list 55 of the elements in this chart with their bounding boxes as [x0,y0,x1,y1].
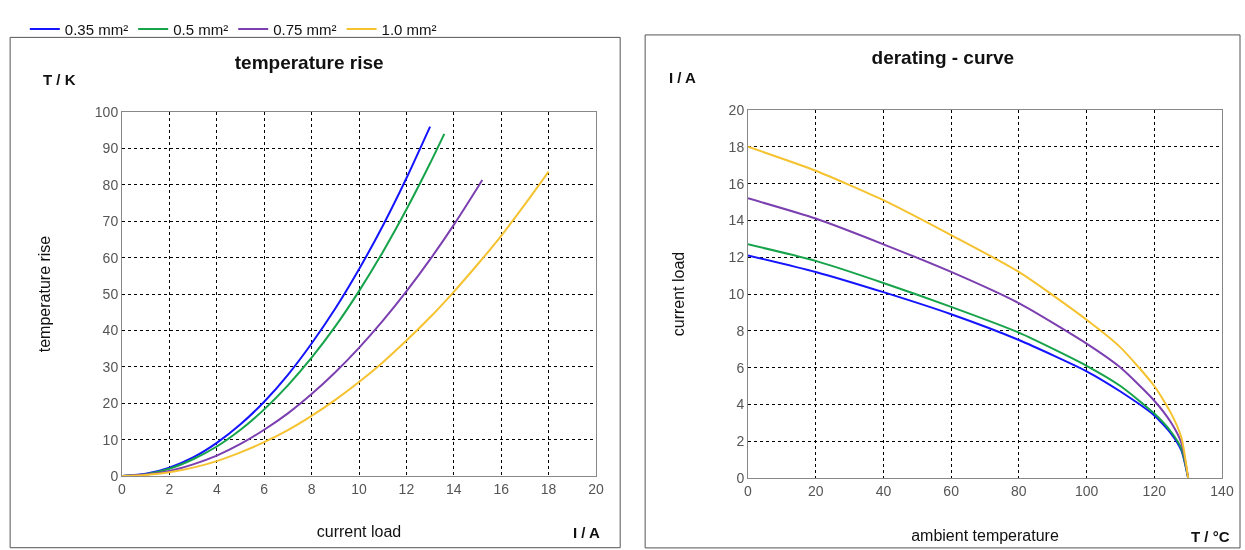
y-tick-label: 14 [728,212,745,229]
y-tick-label: 0 [110,467,119,484]
line-series [122,170,550,476]
y-tick-label: 100 [94,103,119,120]
x-tick-label: 140 [1210,482,1234,499]
y-tick-label: 20 [728,101,745,118]
y-axis-title: current load [669,251,687,337]
y-tick-label: 50 [102,285,119,302]
text: I / A [573,524,601,541]
x-tick-label: 60 [943,482,960,499]
x-tick-label: 16 [493,480,510,497]
y-tick-label: 0 [736,469,745,486]
legend-label: 0.5 mm² [173,20,229,38]
y-tick-label: 6 [736,359,745,376]
legend-label: 1.0 mm² [381,20,437,38]
y-tick-label: 8 [736,322,745,339]
y-tick-label: 80 [102,176,119,193]
y-tick-label: 70 [102,213,119,230]
y-tick-label: 60 [102,249,119,266]
x-tick-label: 2 [165,480,174,497]
text: T / K [43,71,76,88]
x-tick-label: 14 [446,480,462,497]
x-axis-title: current load [316,523,402,541]
x-tick-label: 120 [1142,482,1167,499]
y-tick-label: 20 [102,395,119,412]
y-tick-label: 10 [728,285,745,302]
x-tick-label: 4 [212,480,221,497]
y-tick-label: 90 [102,140,119,157]
y-tick-label: 40 [102,322,119,339]
x-tick-label: 80 [1011,482,1027,499]
text: T / °C [1191,528,1230,545]
line-series [748,145,1190,478]
text: I / A [669,69,697,86]
y-tick-label: 2 [736,433,745,450]
x-tick-label: 12 [398,480,415,497]
y-tick-label: 18 [728,138,745,155]
x-axis-title: ambient temperature [911,527,1059,545]
y-tick-label: 30 [102,358,119,375]
y-tick-label: 16 [728,175,745,192]
x-tick-label: 100 [1074,482,1099,499]
legend-label: 0.75 mm² [273,20,337,38]
chart-title: derating - curve [871,47,1015,69]
x-tick-label: 18 [540,480,557,497]
x-tick-label: 40 [875,482,892,499]
y-tick-label: 4 [736,396,745,413]
x-tick-label: 20 [588,480,604,497]
y-tick-label: 10 [102,431,119,448]
y-tick-label: 12 [728,249,745,266]
legend-label: 0.35 mm² [64,20,129,38]
y-axis-title: temperature rise [35,235,53,353]
x-tick-label: 8 [307,480,316,497]
x-tick-label: 20 [807,482,824,499]
chart-title: temperature rise [234,51,384,73]
x-tick-label: 10 [351,480,367,497]
x-tick-label: 6 [260,480,269,497]
